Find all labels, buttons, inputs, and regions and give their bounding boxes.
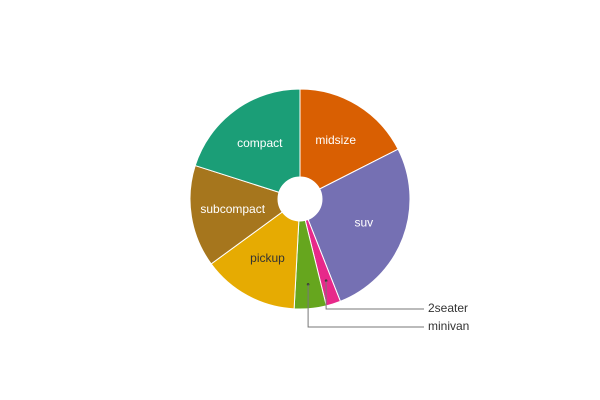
slice-label-subcompact: subcompact [200, 202, 265, 216]
callout-leader-2seater [325, 280, 424, 310]
pie-slice-midsize [299, 88, 399, 200]
pie-slice-subcompact [189, 164, 302, 265]
labels-layer: midsize suv 2seater minivan pickup subcompact… [200, 133, 469, 333]
slice-label-midsize: midsize [315, 133, 356, 147]
slice-label-suv: suv [354, 215, 373, 229]
slice-label-compact: compact [237, 136, 283, 150]
donut-hole [277, 176, 323, 222]
callout-label-2seater: 2seater [428, 301, 468, 315]
pie-slice-pickup [210, 197, 301, 310]
slices-layer [189, 88, 411, 310]
slice-label-pickup: pickup [250, 251, 285, 265]
pie-slice-compact [194, 88, 301, 200]
callout-label-minivan: minivan [428, 319, 469, 333]
pie-slice-suv [299, 148, 411, 302]
callout-leader-minivan [307, 284, 424, 328]
